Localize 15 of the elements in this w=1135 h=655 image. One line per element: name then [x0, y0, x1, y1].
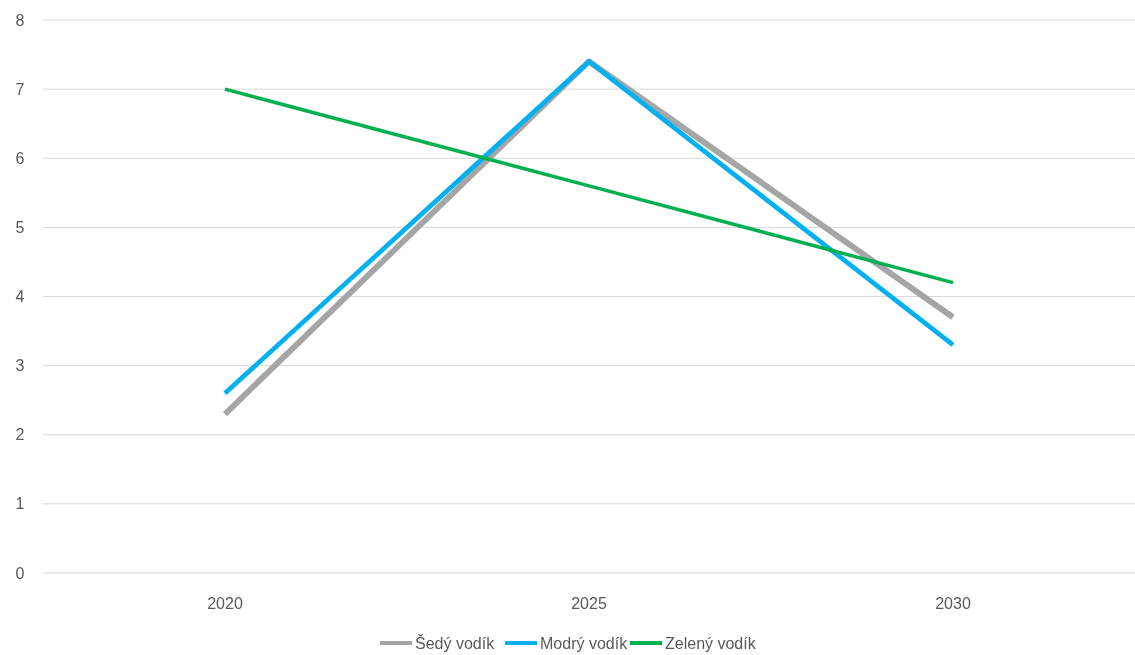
- x-tick-label: 2025: [571, 595, 607, 612]
- y-tick-label: 8: [15, 11, 25, 29]
- x-tick-label: 2020: [207, 595, 243, 612]
- y-tick-label: 5: [15, 218, 25, 236]
- x-tick-label: 2030: [935, 595, 971, 612]
- y-tick-label: 4: [15, 288, 25, 306]
- y-tick-label: 1: [15, 495, 25, 513]
- y-tick-label: 3: [15, 357, 25, 375]
- legend-label: Zelený vodík: [665, 634, 757, 652]
- y-tick-label: 0: [15, 564, 25, 582]
- y-tick-label: 6: [15, 149, 25, 167]
- legend-label: Modrý vodík: [540, 634, 629, 652]
- legend-label: Šedý vodík: [415, 633, 496, 652]
- y-tick-label: 7: [15, 80, 25, 98]
- y-tick-label: 2: [15, 426, 25, 444]
